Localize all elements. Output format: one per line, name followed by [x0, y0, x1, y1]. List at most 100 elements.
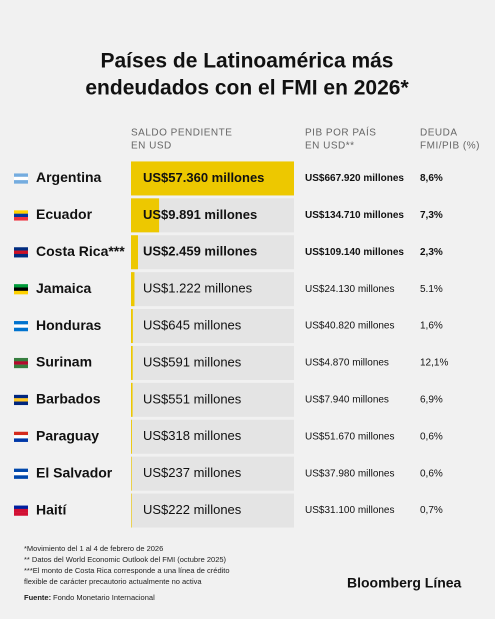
flag-stripe [14, 321, 28, 325]
country-name: Barbados [36, 391, 101, 407]
flag-stripe [14, 180, 28, 184]
flag-stripe [14, 250, 28, 255]
value-label: US$1.222 millones [143, 281, 253, 296]
bar-cell [131, 272, 294, 307]
footnote: ** Datos del World Economic Outlook del … [24, 555, 227, 564]
ratio-label: 12,1% [420, 358, 448, 369]
flag-stripe [14, 247, 28, 251]
flag-stripe [14, 173, 28, 177]
flag-stripe [14, 364, 28, 369]
ratio-label: 8,6% [420, 173, 443, 184]
brand-logo: Bloomberg Línea [347, 575, 462, 591]
footnote: ***El monto de Costa Rica corresponde a … [24, 566, 230, 575]
bar-cell [131, 382, 294, 417]
bar [131, 419, 132, 454]
source-label: Fuente: [24, 593, 51, 602]
flag-stripe [14, 475, 28, 479]
country-name: Ecuador [36, 206, 93, 222]
value-label: US$2.459 millones [143, 244, 257, 259]
flag-stripe [14, 361, 28, 365]
value-label: US$645 millones [143, 317, 242, 332]
flag-stripe [14, 435, 28, 439]
flag-stripe [14, 284, 28, 288]
value-label: US$318 millones [143, 428, 242, 443]
ratio-label: 0,7% [420, 505, 443, 516]
flag-stripe [14, 217, 28, 221]
bar-cell [131, 456, 294, 491]
column-header: PIB POR PAÍS [305, 126, 376, 139]
title-line: Países de Latinoamérica más [101, 50, 394, 73]
ratio-label: 0,6% [420, 431, 443, 442]
footnote: *Movimiento del 1 al 4 de febrero de 202… [24, 544, 163, 553]
footnote: flexible de carácter precautorio actualm… [24, 577, 202, 586]
gdp-label: US$7.940 millones [305, 394, 389, 405]
value-label: US$57.360 millones [143, 170, 264, 185]
bar-cell [131, 493, 294, 528]
flag-stripe [14, 471, 28, 476]
bar-cell [131, 235, 294, 270]
gdp-label: US$109.140 millones [305, 247, 404, 258]
gdp-label: US$134.710 millones [305, 210, 404, 221]
gdp-label: US$40.820 millones [305, 321, 395, 332]
country-name: Honduras [36, 317, 102, 333]
flag-stripe [14, 438, 28, 442]
flag-stripe [14, 468, 28, 473]
country-name: Haití [36, 501, 67, 517]
bar-cell [131, 309, 294, 344]
value-label: US$222 millones [143, 502, 242, 517]
flag-stripe [14, 290, 28, 295]
bar [131, 235, 138, 270]
country-name: Costa Rica*** [36, 243, 125, 259]
flag-stripe [14, 213, 28, 218]
value-label: US$551 millones [143, 391, 242, 406]
rows: Argentina US$57.360 millones US$667.920 mi… [14, 161, 448, 528]
column-header: DEUDA [420, 128, 458, 139]
gdp-label: US$31.100 millones [305, 505, 395, 516]
country-name: Jamaica [36, 280, 91, 296]
ratio-label: 0,6% [420, 468, 443, 479]
flag-stripe [14, 176, 28, 181]
ratio-label: 6,9% [420, 394, 443, 405]
flag-stripe [14, 357, 28, 362]
flag-stripe [14, 327, 28, 332]
flag-stripe [14, 210, 28, 214]
bar [131, 456, 132, 491]
gdp-label: US$667.920 millones [305, 173, 404, 184]
country-name: Paraguay [36, 427, 99, 443]
value-label: US$237 millones [143, 465, 242, 480]
source: Fondo Monetario Internacional [53, 593, 155, 602]
bar [131, 272, 135, 307]
bar-cell [131, 419, 294, 454]
flag-stripe [14, 401, 28, 406]
value-label: US$591 millones [143, 354, 242, 369]
ratio-label: 2,3% [420, 247, 443, 258]
bar [131, 345, 133, 380]
gdp-label: US$4.870 millones [305, 358, 389, 369]
ratio-label: 5.1% [420, 284, 443, 295]
country-name: Surinam [36, 354, 92, 370]
column-header: SALDO PENDIENTE [131, 128, 232, 139]
bar [131, 309, 133, 344]
country-name: El Salvador [36, 464, 113, 480]
flag-stripe [14, 512, 28, 516]
column-header: FMI/PIB (%) [420, 141, 480, 152]
flag-stripe [14, 508, 28, 513]
gdp-label: US$37.980 millones [305, 468, 395, 479]
bar [131, 198, 160, 233]
ratio-label: 7,3% [420, 210, 443, 221]
gdp-label: US$51.670 millones [305, 431, 395, 442]
column-header: EN USD [131, 141, 172, 152]
flag-stripe [14, 394, 28, 399]
bar [131, 161, 294, 196]
flag-stripe [14, 505, 28, 510]
value-label: US$9.891 millones [143, 207, 257, 222]
flag-stripe [14, 287, 28, 292]
flag-stripe [14, 431, 28, 436]
gdp-label: US$24.130 millones [305, 284, 395, 295]
bar [131, 493, 132, 528]
flag-stripe [14, 324, 28, 328]
ratio-label: 1,6% [420, 321, 443, 332]
bar [131, 382, 133, 417]
bar-cell [131, 345, 294, 380]
